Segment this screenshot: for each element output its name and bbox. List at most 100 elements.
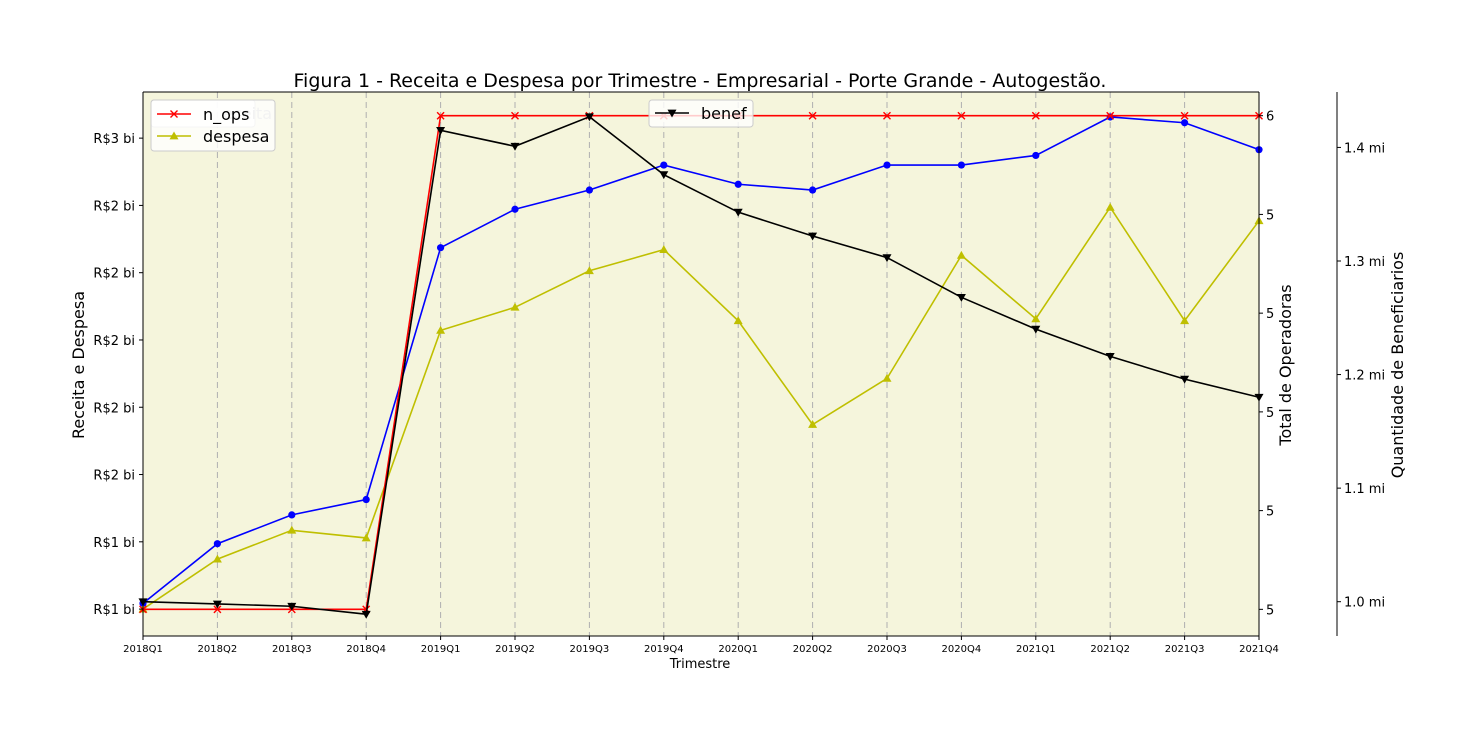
data-point: [510, 142, 520, 151]
y-right-ops-tick-label: 5: [1266, 603, 1274, 618]
data-point: [883, 111, 891, 120]
y-right-ops-tick-label: 5: [1266, 505, 1274, 520]
data-point: [511, 111, 519, 120]
x-tick-label: 2021Q2: [1090, 644, 1130, 655]
chart-title: Figura 1 - Receita e Despesa por Trimest…: [294, 70, 1107, 92]
data-point: [361, 533, 371, 542]
data-point: [667, 109, 677, 118]
data-point: [1106, 111, 1115, 120]
data-point: [1181, 119, 1189, 127]
axes-layer: 2018Q1 2018Q2 2018Q3 2018Q4 2019Q1 2019Q2 2019…: [93, 91, 1385, 655]
data-point: [511, 205, 519, 213]
data-point: [1106, 113, 1114, 121]
legend-label: despesa: [203, 127, 269, 146]
data-point: [169, 131, 179, 140]
data-point: [734, 180, 742, 188]
y-right-benef-tick-label: 1.1 mi: [1344, 482, 1385, 497]
y-axis-label-left: Receita e Despesa: [69, 291, 88, 439]
legend-label: benef: [701, 104, 747, 123]
series-despesa: [138, 202, 1264, 613]
x-tick-label: 2021Q3: [1165, 644, 1205, 655]
series-receita: [139, 113, 1263, 607]
data-point: [436, 111, 445, 120]
data-point: [287, 525, 297, 534]
legend-right: benef: [648, 99, 754, 128]
data-point: [808, 232, 818, 241]
data-point: [883, 161, 891, 169]
y-right-ops-tick-label: 5: [1266, 406, 1274, 421]
data-point: [170, 110, 178, 118]
data-point: [361, 610, 371, 619]
y-left-tick-label: R$2 bi: [93, 469, 135, 484]
y-right-benef-tick-label: 1.3 mi: [1344, 255, 1385, 270]
y-left-tick-label: R$1 bi: [93, 536, 135, 551]
y-right-benef-tick-label: 1.2 mi: [1344, 369, 1385, 384]
x-tick-label: 2018Q2: [198, 644, 238, 655]
x-tick-label: 2021Q1: [1016, 644, 1056, 655]
data-point: [212, 600, 222, 609]
y-left-tick-label: R$3 bi: [93, 132, 135, 147]
data-point: [437, 244, 445, 252]
legend-box: [150, 99, 276, 152]
y-right-ops-tick-label: 6: [1266, 110, 1274, 125]
y-right-ops-tick-label: 5: [1266, 208, 1274, 223]
legend-box: [648, 99, 754, 128]
x-tick-label: 2019Q2: [495, 644, 535, 655]
data-point: [213, 605, 222, 614]
data-point: [957, 161, 966, 169]
x-tick-label: 2019Q4: [644, 644, 684, 655]
x-tick-label: 2020Q3: [867, 644, 907, 655]
data-point: [436, 325, 446, 334]
y-left-tick-label: R$2 bi: [93, 401, 135, 416]
data-point: [1032, 151, 1040, 160]
x-tick-label: 2018Q4: [346, 644, 386, 655]
data-point: [733, 316, 743, 325]
y-right-benef-tick-label: 1.4 mi: [1344, 141, 1385, 156]
data-point: [1180, 375, 1190, 384]
data-point: [733, 208, 743, 217]
x-tick-label: 2020Q2: [793, 644, 833, 655]
plot-background: [143, 92, 1259, 636]
data-point: [213, 540, 221, 548]
data-point: [584, 113, 594, 122]
data-point: [809, 186, 817, 194]
x-tick-label: 2018Q3: [272, 644, 312, 655]
data-point: [956, 293, 966, 302]
data-point: [362, 495, 370, 504]
data-point: [882, 373, 892, 382]
series-line-benef: [142, 115, 1260, 616]
y-left-tick-label: R$2 bi: [93, 334, 135, 349]
x-tick-label: 2018Q1: [123, 644, 163, 655]
series-line-receita: [142, 116, 1260, 604]
data-point: [288, 511, 296, 519]
y-right-ops-tick-label: 5: [1266, 307, 1274, 322]
data-point: [212, 554, 222, 563]
series-line-despesa: [142, 205, 1260, 610]
y-axis-label-right-beneficiarios: Quantidade de Beneficiarios: [1388, 252, 1407, 479]
x-tick-label: 2021Q4: [1239, 644, 1279, 655]
y-axis-label-right-operadoras: Total de Operadoras: [1276, 284, 1295, 446]
data-point: [1031, 111, 1040, 120]
data-point: [585, 186, 594, 194]
x-tick-label: 2020Q4: [942, 644, 982, 655]
data-point: [1105, 353, 1115, 361]
y-left-tick-label: R$1 bi: [93, 603, 135, 618]
data-point: [808, 111, 817, 120]
data-point: [436, 127, 446, 135]
data-point: [659, 245, 669, 254]
legend-label: n_ops: [203, 105, 249, 125]
x-tick-label: 2020Q1: [718, 644, 758, 655]
data-point: [660, 161, 668, 169]
data-point: [957, 111, 966, 120]
data-point: [1031, 325, 1041, 334]
y-left-tick-label: R$2 bi: [93, 199, 135, 214]
x-tick-label: 2019Q3: [570, 644, 610, 655]
data-point: [659, 171, 669, 180]
data-point: [584, 266, 594, 275]
data-point: [956, 250, 966, 259]
data-point: [510, 302, 520, 311]
